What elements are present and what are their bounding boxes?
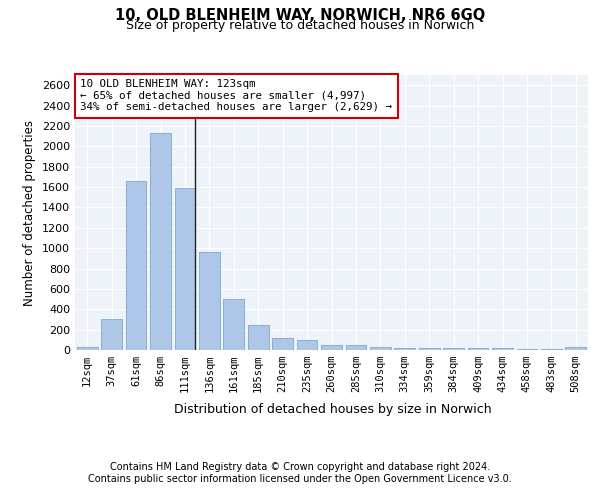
Y-axis label: Number of detached properties: Number of detached properties [23,120,37,306]
Bar [77,348,98,350]
Bar [467,348,488,350]
Bar [346,346,367,350]
Text: 10 OLD BLENHEIM WAY: 123sqm
← 65% of detached houses are smaller (4,997)
34% of : 10 OLD BLENHEIM WAY: 123sqm ← 65% of det… [80,79,392,112]
Bar [175,188,196,350]
Text: Distribution of detached houses by size in Norwich: Distribution of detached houses by size … [174,402,492,415]
Text: Size of property relative to detached houses in Norwich: Size of property relative to detached ho… [126,19,474,32]
Bar [150,133,171,350]
Bar [492,348,513,350]
Bar [565,348,586,350]
Text: Contains public sector information licensed under the Open Government Licence v3: Contains public sector information licen… [88,474,512,484]
Bar [370,347,391,350]
Bar [223,299,244,350]
Text: 10, OLD BLENHEIM WAY, NORWICH, NR6 6GQ: 10, OLD BLENHEIM WAY, NORWICH, NR6 6GQ [115,8,485,22]
Bar [248,324,269,350]
Bar [101,320,122,350]
Bar [419,348,440,350]
Bar [125,181,146,350]
Bar [394,348,415,350]
Bar [321,345,342,350]
Text: Contains HM Land Registry data © Crown copyright and database right 2024.: Contains HM Land Registry data © Crown c… [110,462,490,472]
Bar [272,338,293,350]
Bar [296,340,317,350]
Bar [199,252,220,350]
Bar [443,348,464,350]
